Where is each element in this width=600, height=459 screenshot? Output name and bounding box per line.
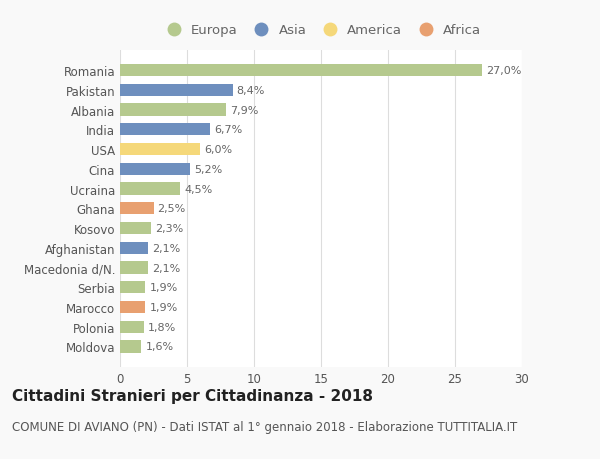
Text: COMUNE DI AVIANO (PN) - Dati ISTAT al 1° gennaio 2018 - Elaborazione TUTTITALIA.: COMUNE DI AVIANO (PN) - Dati ISTAT al 1°… — [12, 420, 517, 433]
Bar — [120, 104, 226, 117]
Text: 7,9%: 7,9% — [230, 106, 258, 115]
Bar — [120, 183, 180, 195]
Bar — [120, 281, 145, 294]
Text: 2,1%: 2,1% — [152, 243, 181, 253]
Bar — [120, 223, 151, 235]
Text: 2,1%: 2,1% — [152, 263, 181, 273]
Text: 2,3%: 2,3% — [155, 224, 183, 234]
Text: 1,8%: 1,8% — [148, 322, 176, 332]
Text: 1,9%: 1,9% — [149, 283, 178, 292]
Bar — [120, 242, 148, 254]
Text: 6,7%: 6,7% — [214, 125, 242, 135]
Bar — [120, 262, 148, 274]
Bar — [120, 124, 210, 136]
Bar — [120, 341, 142, 353]
Text: 1,6%: 1,6% — [145, 341, 173, 352]
Text: 6,0%: 6,0% — [205, 145, 233, 155]
Legend: Europa, Asia, America, Africa: Europa, Asia, America, Africa — [155, 19, 487, 43]
Text: 4,5%: 4,5% — [184, 184, 212, 194]
Bar — [120, 203, 154, 215]
Bar — [120, 301, 145, 313]
Text: 27,0%: 27,0% — [486, 66, 521, 76]
Bar — [120, 321, 144, 333]
Bar — [120, 65, 482, 77]
Text: 5,2%: 5,2% — [194, 164, 222, 174]
Text: 1,9%: 1,9% — [149, 302, 178, 312]
Text: 8,4%: 8,4% — [236, 86, 265, 95]
Text: Cittadini Stranieri per Cittadinanza - 2018: Cittadini Stranieri per Cittadinanza - 2… — [12, 388, 373, 403]
Text: 2,5%: 2,5% — [158, 204, 186, 214]
Bar — [120, 144, 200, 156]
Bar — [120, 84, 233, 97]
Bar — [120, 163, 190, 175]
